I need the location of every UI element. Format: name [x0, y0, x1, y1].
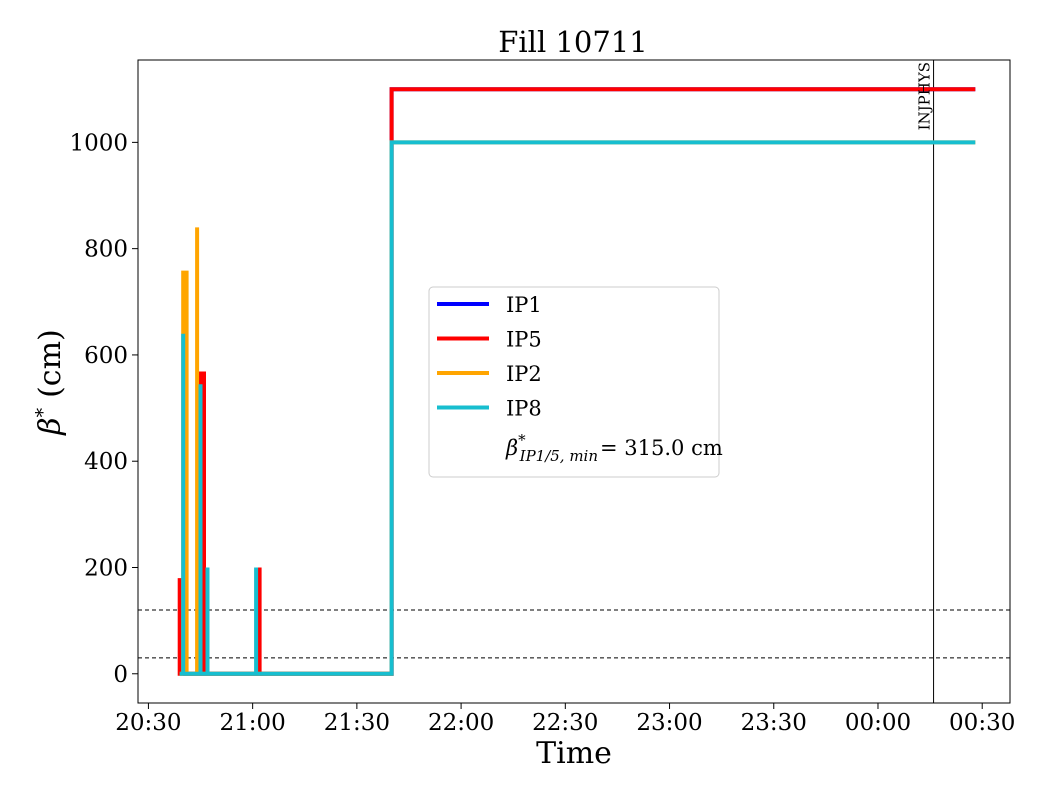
y-axis-label: β* (cm) [32, 329, 68, 436]
legend-beta-min: β* IP1/5, min= 315.0 cm [505, 431, 723, 465]
y-tick-label: 400 [84, 449, 128, 475]
legend-beta-sub: IP1/5, min [519, 447, 598, 465]
y-tick-label: 0 [113, 662, 128, 688]
series-line-ip8 [179, 140, 976, 676]
x-axis-label: Time [536, 736, 612, 771]
x-tick-label: 22:30 [532, 710, 598, 736]
x-tick-label: 23:00 [636, 710, 702, 736]
y-tick-label: 800 [84, 237, 128, 263]
legend-label-ip8: IP8 [506, 397, 542, 421]
y-tick-label: 600 [84, 343, 128, 369]
y-axis: 0 200 400 600 800 1000 [69, 130, 138, 688]
x-axis: 20:30 21:00 21:30 22:00 22:30 23:00 23:30 00:00… [115, 703, 1015, 736]
legend-beta-sup: * [518, 431, 526, 449]
legend-label-ip1: IP1 [506, 293, 542, 317]
legend-box [428, 286, 720, 478]
x-tick-label: 00:00 [845, 710, 911, 736]
x-tick-label: 21:30 [324, 710, 390, 736]
y-axis-label-sup: * [32, 407, 54, 417]
y-tick-label: 1000 [69, 130, 128, 156]
x-tick-label: 00:30 [949, 710, 1015, 736]
x-tick-label: 21:00 [219, 710, 285, 736]
legend-label-ip5: IP5 [506, 328, 542, 352]
y-axis-label-symbol: β [33, 417, 68, 435]
y-tick-label: 200 [84, 555, 128, 581]
y-axis-label-unit: (cm) [33, 329, 68, 398]
x-tick-label: 22:00 [428, 710, 494, 736]
injphys-marker-label: INJPHYS [916, 62, 934, 130]
plot-area-frame [137, 59, 1011, 704]
x-tick-label: 23:30 [741, 710, 807, 736]
legend-label-ip2: IP2 [506, 362, 542, 386]
legend-beta-symbol: β [505, 436, 518, 460]
chart-title: Fill 10711 [498, 25, 647, 59]
legend: IP1 IP5 IP2 IP8 β* IP1/5, min= 315.0 cm [428, 286, 723, 478]
x-tick-label: 20:30 [115, 710, 181, 736]
legend-beta-value: = 315.0 cm [600, 436, 723, 460]
